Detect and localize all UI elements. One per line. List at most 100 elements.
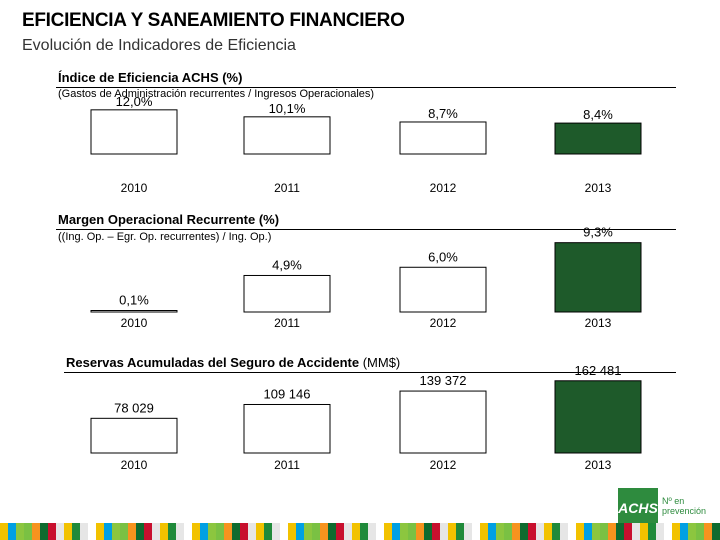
stripe-segment (176, 523, 184, 540)
bar-value-label-2010: 0,1% (119, 293, 149, 308)
achs-logo-text: Nº en prevención (662, 496, 706, 516)
stripe-segment (488, 523, 496, 540)
stripe-segment (704, 523, 712, 540)
category-label-2012: 2012 (430, 316, 457, 330)
stripe-segment (304, 523, 312, 540)
category-label-2011: 2011 (274, 458, 300, 472)
chart1-subtitle: (Gastos de Administración recurrentes / … (58, 88, 375, 100)
stripe-segment (40, 523, 48, 540)
stripe-segment (288, 523, 296, 540)
category-label-2013: 2013 (585, 458, 612, 472)
stripe-segment (400, 523, 408, 540)
category-label-2010: 2010 (121, 458, 148, 472)
bar-value-label-2011: 109 146 (264, 386, 311, 401)
stripe-segment (512, 523, 520, 540)
stripe-segment (408, 523, 416, 540)
stripe-segment (560, 523, 568, 540)
achs-logo: ACHS Nº en prevención (618, 488, 710, 528)
stripe-segment (208, 523, 216, 540)
stripe-segment (480, 523, 488, 540)
bar-2010 (90, 310, 178, 313)
decorative-color-stripe (0, 523, 720, 540)
stripe-segment (48, 523, 56, 540)
chart3-title-text: Reservas Acumuladas del Seguro de Accide… (66, 355, 360, 370)
bar-2010 (90, 109, 178, 155)
stripe-segment (256, 523, 264, 540)
chart3-title-unit: (MM$) (362, 355, 401, 370)
stripe-segment (696, 523, 704, 540)
stripe-segment (192, 523, 200, 540)
bar-2012 (399, 266, 487, 313)
stripe-segment (360, 523, 368, 540)
achs-logo-mark: ACHS (618, 488, 658, 528)
stripe-segment (584, 523, 592, 540)
stripe-segment (72, 523, 80, 540)
bar-value-label-2012: 8,7% (428, 106, 458, 121)
stripe-segment (344, 523, 352, 540)
stripe-segment (632, 523, 640, 540)
stripe-segment (88, 523, 96, 540)
stripe-segment (544, 523, 552, 540)
category-label-2011: 2011 (274, 316, 300, 330)
stripe-segment (568, 523, 576, 540)
chart-efficiency-index: 12,0% 2010 10,1% 2011 8,7% 2012 8,4% 2013 (90, 94, 642, 195)
category-label-2012: 2012 (430, 181, 457, 195)
stripe-segment (504, 523, 512, 540)
stripe-segment (640, 523, 648, 540)
stripe-segment (664, 523, 672, 540)
stripe-segment (248, 523, 256, 540)
stripe-segment (424, 523, 432, 540)
page-title: EFICIENCIA Y SANEAMIENTO FINANCIERO (22, 10, 405, 31)
chart2-subtitle: ((Ing. Op. – Egr. Op. recurrentes) / Ing… (58, 231, 272, 243)
stripe-segment (112, 523, 120, 540)
stripe-segment (616, 523, 624, 540)
stripe-segment (456, 523, 464, 540)
category-label-2013: 2013 (585, 181, 612, 195)
category-label-2010: 2010 (121, 316, 148, 330)
stripe-segment (576, 523, 584, 540)
stripe-segment (608, 523, 616, 540)
stripe-segment (440, 523, 448, 540)
stripe-segment (8, 523, 16, 540)
stripe-segment (688, 523, 696, 540)
stripe-segment (280, 523, 288, 540)
stripe-segment (368, 523, 376, 540)
bar-2011 (243, 274, 331, 313)
chart1-title: Índice de Eficiencia ACHS (%) (58, 70, 243, 85)
chart3-title: Reservas Acumuladas del Seguro de Accide… (66, 355, 400, 370)
stripe-segment (0, 523, 8, 540)
stripe-segment (56, 523, 64, 540)
page-subtitle: Evolución de Indicadores de Eficiencia (22, 37, 296, 54)
stripe-segment (320, 523, 328, 540)
bar-2011 (243, 116, 331, 155)
stripe-segment (32, 523, 40, 540)
stripe-segment (680, 523, 688, 540)
bar-value-label-2010: 12,0% (116, 94, 153, 109)
chart2-rule (56, 229, 676, 230)
bar-value-label-2011: 10,1% (269, 101, 306, 116)
category-label-2010: 2010 (121, 181, 148, 195)
stripe-segment (392, 523, 400, 540)
bar-2012 (399, 121, 487, 155)
bar-value-label-2013: 8,4% (583, 107, 613, 122)
bar-2013 (554, 242, 642, 313)
bar-value-label-2010: 78 029 (114, 400, 154, 415)
stripe-segment (128, 523, 136, 540)
stripe-segment (16, 523, 24, 540)
stripe-segment (416, 523, 424, 540)
stripe-segment (328, 523, 336, 540)
bar-2013 (554, 380, 642, 454)
stripe-segment (240, 523, 248, 540)
stripe-segment (120, 523, 128, 540)
stripe-segment (592, 523, 600, 540)
stripe-segment (136, 523, 144, 540)
stripe-segment (264, 523, 272, 540)
bar-value-label-2013: 162 481 (575, 363, 622, 378)
chart1-rule (56, 87, 676, 88)
stripe-segment (672, 523, 680, 540)
stripe-segment (144, 523, 152, 540)
achs-logo-line2: prevención (662, 506, 707, 516)
stripe-segment (296, 523, 304, 540)
chart2-title: Margen Operacional Recurrente (%) (58, 212, 280, 227)
stripe-segment (384, 523, 392, 540)
